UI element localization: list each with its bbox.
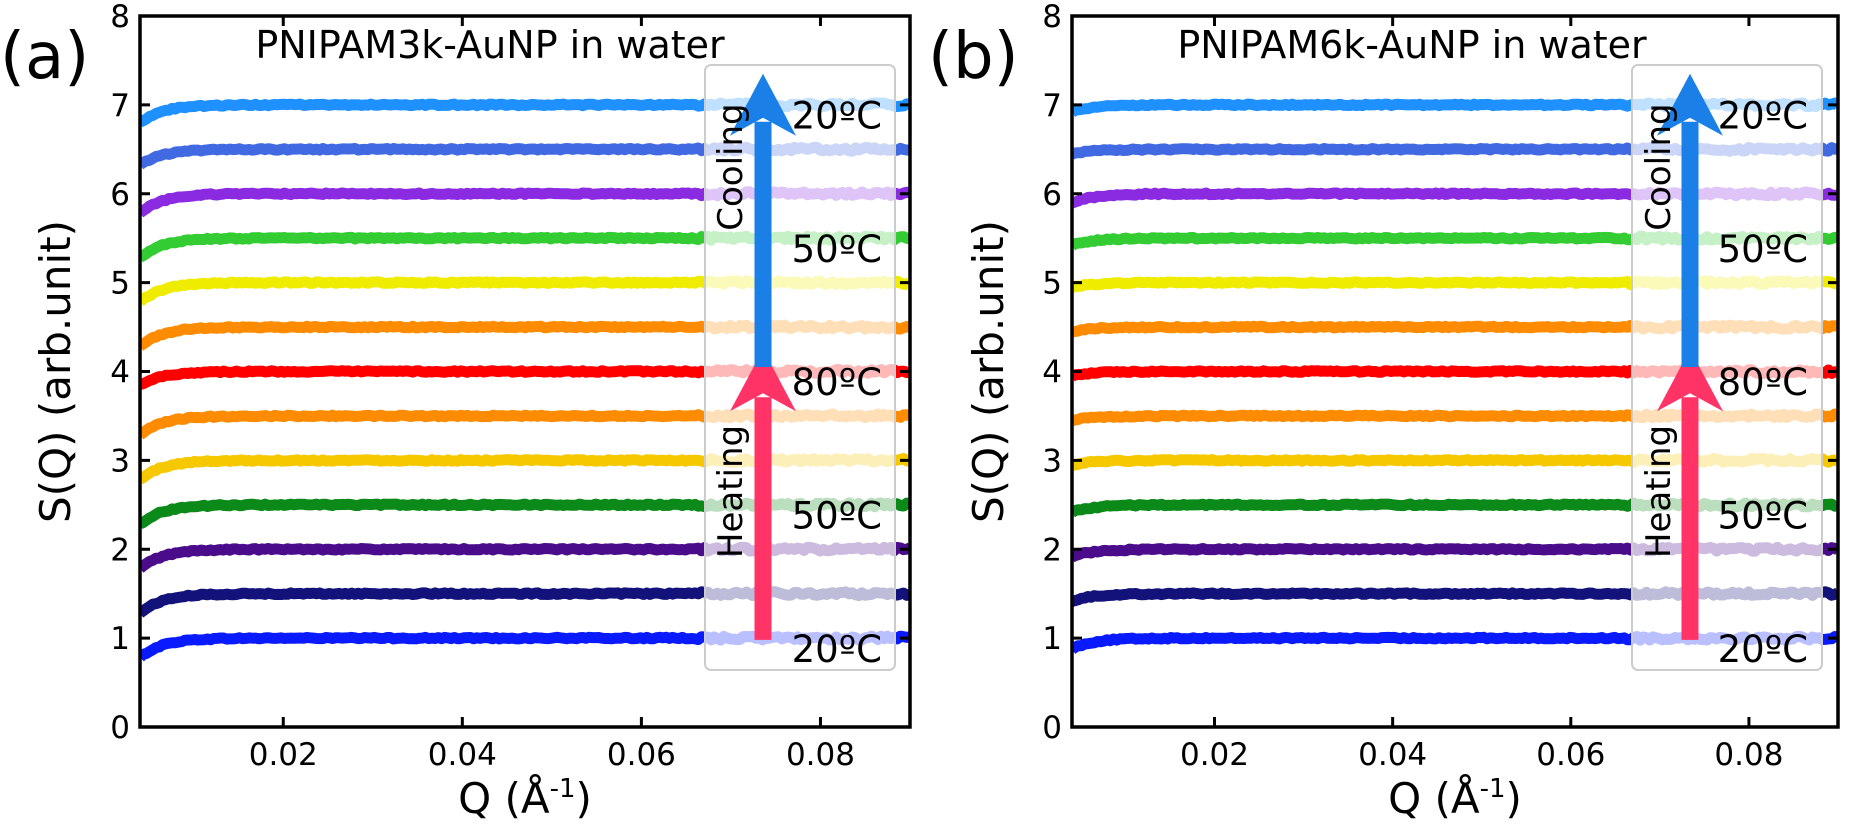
y-axis-label: S(Q) (arb.unit) <box>964 220 1013 523</box>
panel-a: Cooling Heating 20ºC 50ºC 80ºC 50ºC 20ºC 0 1 2 3 4 5… <box>0 0 912 823</box>
y-tick-label: 8 <box>1042 0 1062 35</box>
x-tick-label: 0.08 <box>1714 737 1783 773</box>
temperature-label: 50ºC <box>1718 228 1808 271</box>
temperature-label: 20ºC <box>1718 628 1808 671</box>
heating-label: Heating <box>711 425 751 558</box>
heating-label: Heating <box>1639 425 1679 558</box>
cooling-arrow-icon <box>1657 73 1723 136</box>
x-axis-label-sup: -1 <box>1480 774 1506 804</box>
x-tick-label: 0.04 <box>1358 737 1427 773</box>
y-tick-label: 5 <box>1042 266 1062 302</box>
x-tick-label: 0.06 <box>1536 737 1605 773</box>
y-tick-label: 2 <box>110 532 130 568</box>
temperature-label: 80ºC <box>1718 361 1808 404</box>
temperature-label: 20ºC <box>1718 95 1808 138</box>
x-axis-label-end: ) <box>576 774 592 823</box>
y-tick-label: 3 <box>110 443 130 479</box>
legend-box <box>1631 64 1823 671</box>
x-axis-label-main: Q (Å <box>458 773 550 823</box>
y-tick-label: 6 <box>1042 177 1062 213</box>
panel-b: Cooling Heating 20ºC 50ºC 80ºC 50ºC 20ºC 0 1 2 3 4 5… <box>928 0 1840 823</box>
cooling-label: Cooling <box>1639 103 1679 230</box>
temperature-label: 50ºC <box>792 494 882 537</box>
x-tick-label: 0.08 <box>786 737 855 773</box>
heating-arrow-icon <box>730 349 796 412</box>
y-axis-label: S(Q) (arb.unit) <box>31 220 80 523</box>
temperature-label: 20ºC <box>792 628 882 671</box>
panel-label: (b) <box>928 20 1019 94</box>
y-tick-label: 2 <box>1042 532 1062 568</box>
temperature-label: 20ºC <box>792 95 882 138</box>
y-tick-label: 6 <box>110 177 130 213</box>
x-axis-label-sup: -1 <box>550 774 576 804</box>
cooling-arrow-icon <box>730 73 796 136</box>
x-tick-label: 0.04 <box>428 737 497 773</box>
y-tick-label: 1 <box>1042 621 1062 657</box>
x-tick-label: 0.02 <box>1180 737 1249 773</box>
x-tick-label: 0.02 <box>249 737 318 773</box>
temperature-label: 50ºC <box>792 228 882 271</box>
x-axis-label: Q (Å-1) <box>458 773 592 823</box>
panel-title: PNIPAM6k-AuNP in water <box>1177 23 1647 67</box>
x-axis-label-end: ) <box>1506 774 1522 823</box>
x-axis-label-main: Q (Å <box>1388 773 1480 823</box>
y-tick-label: 5 <box>110 266 130 302</box>
y-tick-label: 4 <box>1042 355 1062 391</box>
temperature-label: 50ºC <box>1718 494 1808 537</box>
x-axis-label: Q (Å-1) <box>1388 773 1522 823</box>
y-tick-label: 0 <box>1042 710 1062 746</box>
y-tick-label: 7 <box>1042 88 1062 124</box>
panel-label: (a) <box>0 20 89 94</box>
y-tick-label: 3 <box>1042 443 1062 479</box>
temperature-label: 80ºC <box>792 361 882 404</box>
heating-arrow-icon <box>1657 349 1723 412</box>
y-tick-label: 1 <box>110 621 130 657</box>
y-tick-label: 7 <box>110 88 130 124</box>
cooling-label: Cooling <box>711 103 751 230</box>
y-tick-label: 4 <box>110 355 130 391</box>
x-tick-label: 0.06 <box>607 737 676 773</box>
y-tick-label: 8 <box>110 0 130 35</box>
legend-box <box>704 64 896 671</box>
panel-title: PNIPAM3k-AuNP in water <box>255 23 725 67</box>
y-tick-label: 0 <box>110 710 130 746</box>
